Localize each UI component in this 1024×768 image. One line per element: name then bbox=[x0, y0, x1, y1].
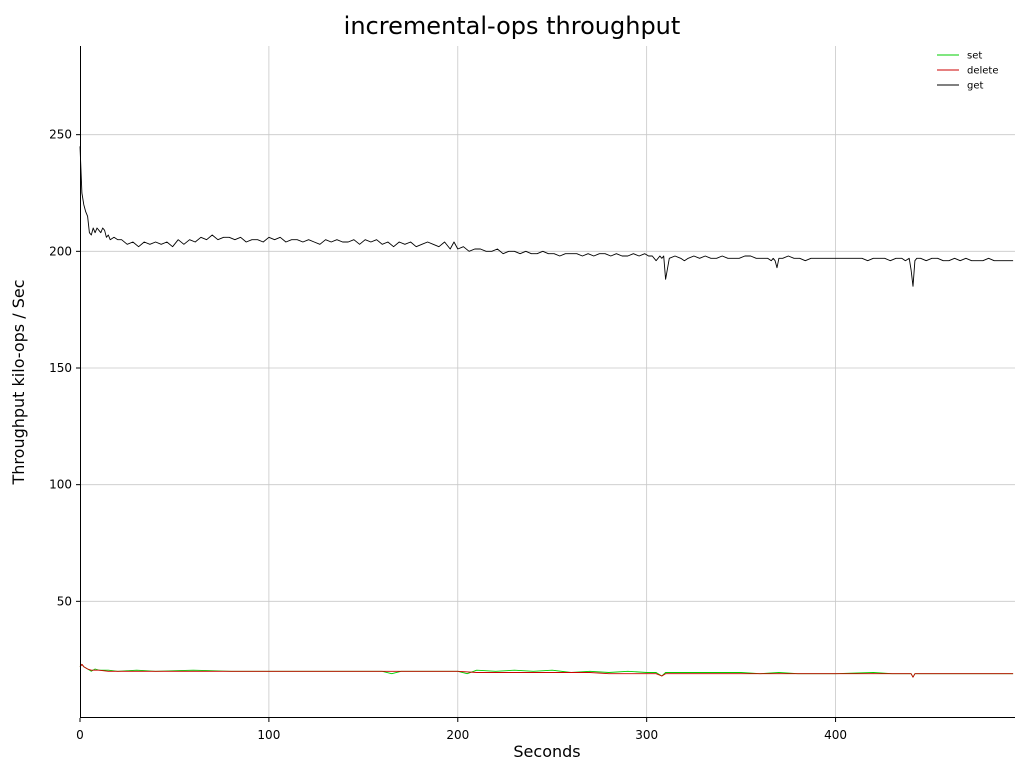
y-tick-label: 200 bbox=[49, 244, 72, 258]
legend-label-delete: delete bbox=[967, 66, 999, 77]
x-tick-label: 0 bbox=[76, 728, 84, 742]
legend-label-get: get bbox=[967, 81, 984, 92]
grid bbox=[80, 46, 1015, 718]
x-tick-label: 100 bbox=[257, 728, 280, 742]
legend-label-set: set bbox=[967, 51, 982, 62]
y-tick-label: 100 bbox=[49, 478, 72, 492]
x-tick-label: 400 bbox=[824, 728, 847, 742]
y-tick-label: 250 bbox=[49, 128, 72, 142]
y-tick-label: 150 bbox=[49, 361, 72, 375]
y-axis-label: Throughput kilo-ops / Sec bbox=[9, 280, 28, 486]
series-lines bbox=[79, 146, 1014, 678]
x-tick-label: 300 bbox=[635, 728, 658, 742]
ticks: 0 100 200 300 400 50 100 150 200 250 bbox=[49, 128, 847, 742]
series-line-get bbox=[79, 146, 1014, 287]
series-line-delete bbox=[79, 663, 1014, 678]
x-tick-label: 200 bbox=[446, 728, 469, 742]
y-tick-label: 50 bbox=[57, 594, 72, 608]
axes bbox=[80, 46, 1015, 718]
legend: set delete get bbox=[937, 51, 999, 92]
series-line-set bbox=[79, 663, 1014, 678]
x-axis-label: Seconds bbox=[513, 742, 580, 761]
chart-title: incremental-ops throughput bbox=[344, 12, 681, 40]
